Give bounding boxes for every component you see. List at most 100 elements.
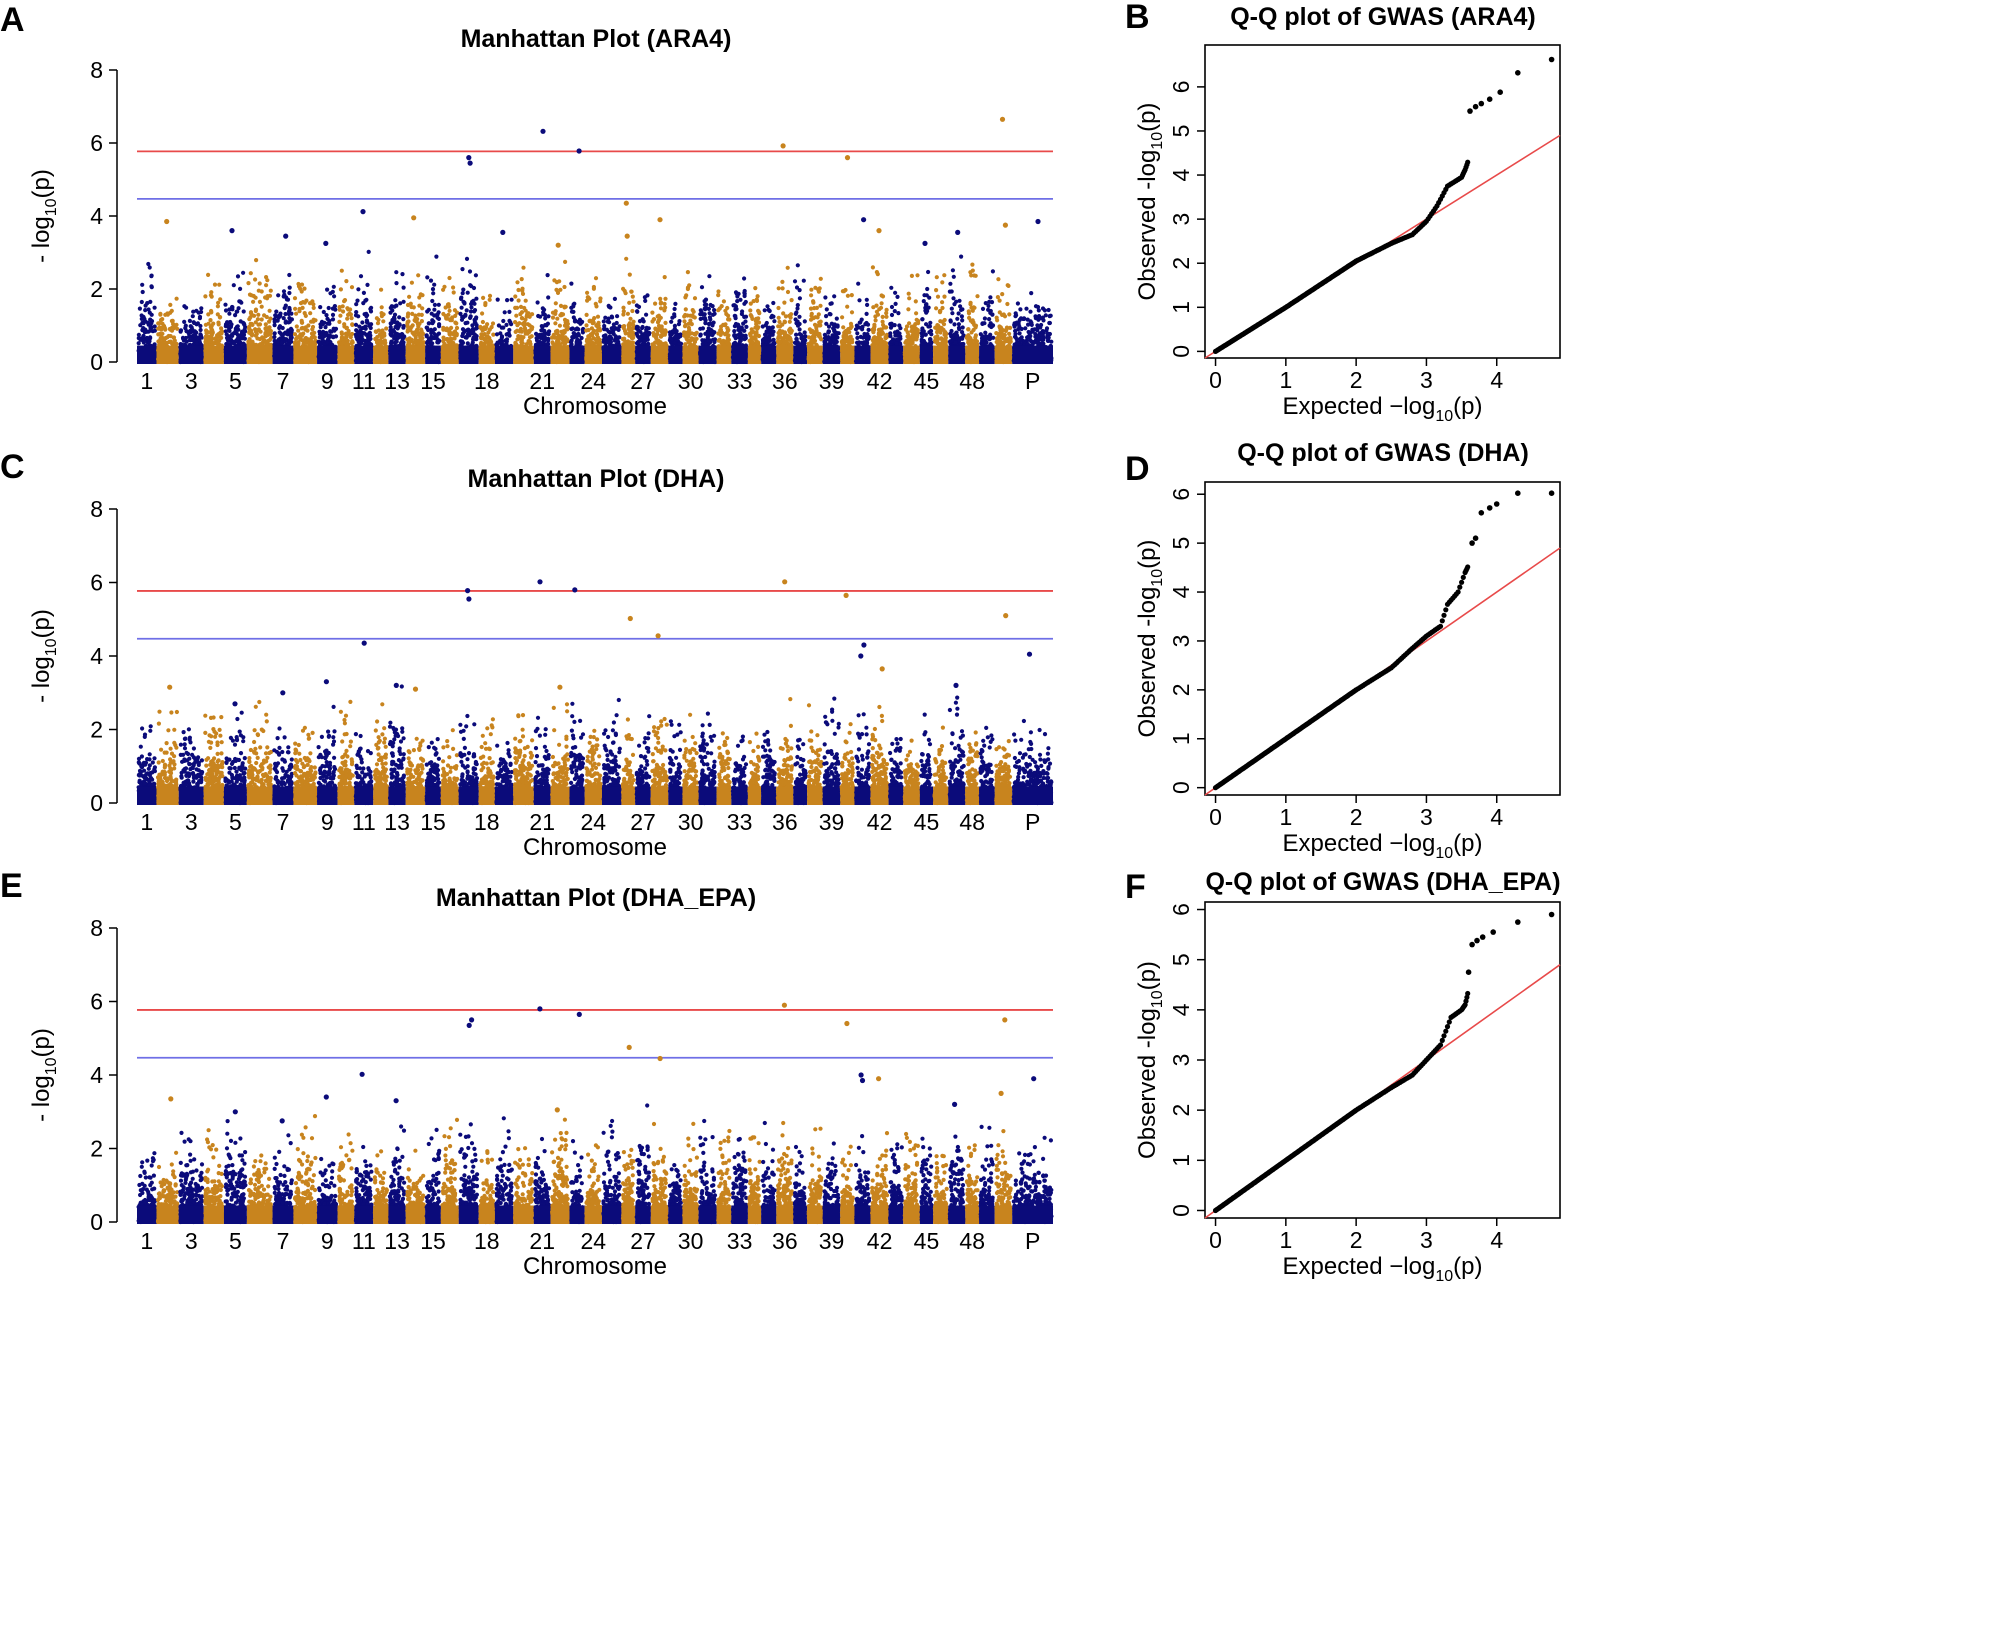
snp-point [223,308,229,313]
snp-point [184,339,189,344]
snp-point [265,326,270,331]
snp-point [464,256,470,261]
snp-point [630,294,635,299]
snp-point [256,312,261,317]
snp-point [504,337,510,342]
snp-point [285,297,291,302]
snp-point [137,306,142,311]
snp-point [282,336,287,341]
snp-point [158,332,163,337]
snp-point [174,296,179,301]
snp-point [342,322,347,327]
snp-point [398,301,403,306]
snp-point [472,320,477,325]
snp-point [364,314,369,319]
snp-point [627,272,632,277]
snp-point [460,339,465,344]
snp-point [621,324,626,329]
snp-point [239,300,244,305]
snp-point [392,304,397,309]
snp-point [160,317,165,322]
snp-point [464,308,469,313]
snp-dense-band [203,345,224,364]
snp-point [294,311,299,316]
snp-point [239,331,245,336]
snp-dense-band [440,345,459,364]
snp-point [495,297,500,302]
snp-point [539,328,544,333]
snp-point [621,305,626,310]
snp-point [348,307,353,312]
snp-point [444,327,449,332]
snp-point [572,319,578,324]
snp-point [413,318,418,323]
snp-point [585,290,590,295]
snp-point [674,337,679,342]
snp-point [190,327,195,332]
snp-point [194,340,199,346]
snp-point [248,271,253,276]
snp-point [517,321,522,326]
snp-point [417,303,422,308]
snp-point [496,340,501,345]
snp-point [555,290,561,295]
snp-point [472,308,478,313]
snp-point [406,319,411,324]
snp-dense-band [478,345,495,364]
snp-point [428,338,433,343]
snp-point [617,335,622,340]
snp-point [562,323,568,328]
snp-point [459,317,465,322]
snp-point [141,340,146,345]
snp-point [243,325,248,330]
snp-point [330,306,335,311]
snp-point [338,313,343,318]
snp-point [624,256,629,261]
snp-point [241,270,246,275]
snp-point [265,294,270,299]
snp-point [575,337,580,342]
snp-point [602,323,607,329]
snp-point [308,311,313,316]
snp-point [325,287,330,292]
snp-point [416,273,421,278]
snp-point [521,265,526,270]
snp-point [436,331,441,336]
snp-point [276,293,281,298]
snp-point [603,315,608,320]
snp-point [540,306,545,311]
snp-point [397,315,402,320]
snp-point [626,323,631,328]
snp-point [450,315,455,320]
snp-point [434,254,439,259]
snp-point [354,302,359,307]
snp-point [353,332,358,337]
snp-dense-band [373,345,389,364]
snp-point [490,321,496,326]
snp-dense-band [458,345,479,364]
snp-point [642,339,647,344]
snp-point [576,327,581,332]
snp-point [570,326,575,331]
snp-point [358,274,364,279]
snp-point [536,313,541,319]
snp-point [454,321,459,326]
snp-point [419,327,424,332]
snp-point [413,313,418,318]
snp-point [198,327,203,333]
snp-dense-band [550,345,570,364]
snp-point [471,335,476,340]
snp-point [223,329,228,334]
snp-point [630,340,636,345]
snp-point [520,316,525,321]
snp-point [506,331,511,336]
snp-point [406,340,411,345]
snp-point [605,319,610,324]
snp-point [227,328,232,333]
snp-dense-band [223,345,247,364]
snp-point [473,273,478,278]
snp-point [526,311,531,316]
snp-point [304,340,309,345]
snp-point [199,306,204,311]
snp-point [311,302,316,307]
